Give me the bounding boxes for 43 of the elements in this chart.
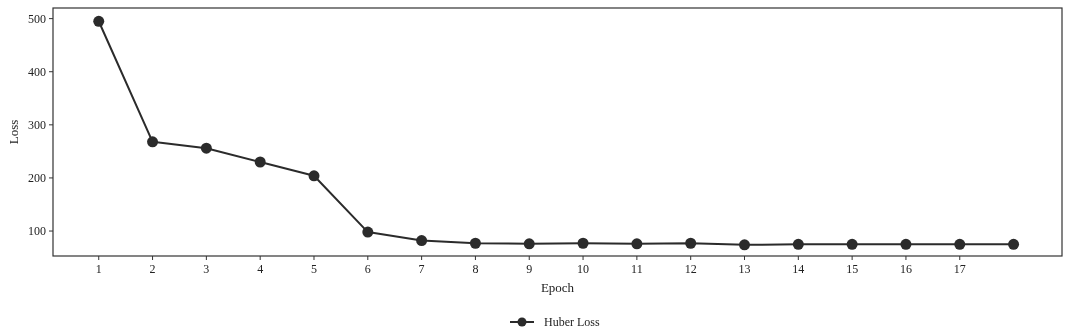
legend-label: Huber Loss [544,315,600,330]
x-tick-label: 17 [953,262,966,276]
point [846,238,858,250]
x-tick-label: 5 [310,262,317,276]
point [200,142,212,154]
x-tick-label: 2 [149,262,156,276]
point [254,156,266,168]
x-tick-label: 15 [846,262,859,276]
x-tick-label: 3 [203,262,210,276]
point [631,238,643,250]
x-tick-label: 9 [526,262,533,276]
point [469,237,481,249]
x-tick-label: 12 [684,262,697,276]
y-tick-label: 400 [28,64,46,79]
y-tick-label: 300 [28,118,46,133]
x-tick-label: 14 [792,262,805,276]
point [523,238,535,250]
x-tick-label: 10 [577,262,590,276]
x-tick-label: 6 [364,262,371,276]
point [147,136,159,148]
point [739,239,750,251]
x-tick-label: 8 [472,262,479,276]
point [685,237,697,249]
point [954,238,966,250]
point [577,237,589,249]
x-tick-label: 16 [899,262,912,276]
x-tick-label: 11 [631,262,643,276]
y-tick-label: 200 [28,171,46,186]
point [1008,238,1020,250]
point [416,235,428,247]
x-tick-label: 7 [418,262,425,276]
x-tick-label: 13 [738,262,751,276]
x-tick-label: 1 [95,262,102,276]
point [308,170,320,182]
point [900,238,912,250]
x-tick-label: 4 [257,262,264,276]
y-tick-label: 500 [28,11,46,26]
point [792,238,804,250]
y-tick-label: 100 [28,224,46,239]
point [93,15,105,27]
x-axis-title: Epoch [540,280,575,295]
point [362,226,374,238]
y-axis-title: Loss [6,119,21,145]
